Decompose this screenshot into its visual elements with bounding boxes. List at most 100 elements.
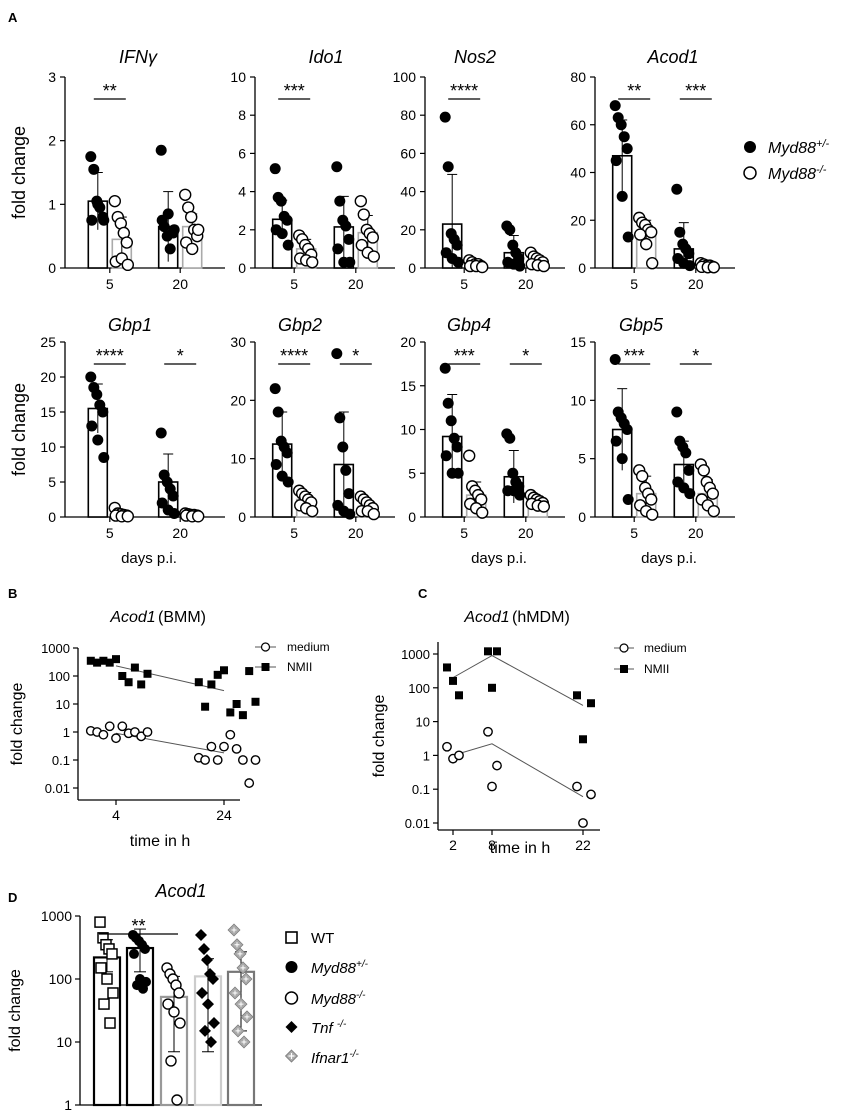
y-tick-label: 15 <box>570 334 586 350</box>
data-point <box>332 243 344 255</box>
significance-label: * <box>522 346 529 366</box>
x-tick-label: 20 <box>518 525 534 541</box>
data-point <box>98 729 109 740</box>
data-point-cross <box>241 1039 247 1045</box>
data-point <box>226 708 235 717</box>
data-point <box>207 973 219 985</box>
data-point <box>94 916 106 928</box>
data-point <box>573 691 581 700</box>
data-point <box>674 226 686 238</box>
data-point <box>616 190 628 202</box>
x-axis-label: time in h <box>130 833 190 850</box>
bar-chart-2: Ido1 0 2 4 6 8 10 5 20 *** <box>230 47 395 292</box>
data-point <box>250 755 261 765</box>
data-point <box>448 432 460 444</box>
y-tick-label: 100 <box>49 971 73 987</box>
data-point <box>251 697 260 706</box>
data-point <box>443 663 451 672</box>
data-point <box>367 507 380 521</box>
x-tick-label: 5 <box>106 276 114 292</box>
data-point <box>331 348 343 360</box>
data-point <box>343 488 355 500</box>
data-point <box>231 743 242 754</box>
data-point <box>184 210 198 224</box>
data-point <box>237 755 248 765</box>
chart-title-suffix: (hMDM) <box>512 609 570 626</box>
data-point <box>92 198 104 210</box>
chart-title: Acod1 <box>109 609 155 626</box>
data-point <box>344 256 356 268</box>
x-tick-label: 20 <box>348 276 364 292</box>
y-tick-label: 100 <box>393 69 417 85</box>
data-point-cross <box>243 976 249 982</box>
data-point-cross <box>238 1001 244 1007</box>
data-point <box>514 489 526 501</box>
data-point <box>130 663 139 672</box>
data-point <box>455 691 463 700</box>
legend-d-label-3: Myd88-/- <box>311 990 366 1008</box>
legend-d-marker-5-cross <box>288 1053 295 1059</box>
data-point <box>622 494 634 505</box>
y-tick-label: 6 <box>238 145 246 161</box>
y-tick-label: 0 <box>408 260 416 276</box>
data-point <box>484 647 492 656</box>
data-point <box>680 447 692 459</box>
data-point <box>165 1055 177 1067</box>
legend-a-label-1: Myd88+/- <box>768 138 830 157</box>
x-tick-label: 20 <box>688 525 704 541</box>
data-point <box>106 948 118 960</box>
data-point <box>162 208 174 220</box>
y-tick-label: 1000 <box>401 647 430 662</box>
chart-title: Gbp1 <box>108 315 152 335</box>
data-point <box>200 755 211 765</box>
significance-label: *** <box>685 81 706 101</box>
y-tick-label: 15 <box>400 378 416 394</box>
data-point <box>93 658 102 667</box>
data-point <box>202 998 214 1011</box>
data-point <box>616 453 628 465</box>
data-point <box>507 467 519 479</box>
y-tick-label: 10 <box>56 1034 72 1050</box>
data-point <box>442 161 454 173</box>
y-axis-label: fold change <box>9 683 26 766</box>
bar-chart-1: IFNγ 0 1 2 3 fold change 5 20 ** <box>9 47 225 292</box>
data-point <box>671 406 683 418</box>
data-point <box>636 469 649 483</box>
legend-d-label-4: Tnf -/- <box>311 1019 347 1037</box>
data-point <box>442 741 452 752</box>
data-point <box>646 508 659 521</box>
data-point <box>98 998 110 1010</box>
data-point <box>140 943 150 954</box>
chart-title: Gbp2 <box>278 315 322 335</box>
data-point-cross <box>244 1014 250 1020</box>
data-point <box>138 983 148 994</box>
x-tick-label: 22 <box>575 837 591 853</box>
y-tick-label: 1 <box>423 748 430 763</box>
data-point <box>86 420 98 432</box>
data-point <box>572 781 582 792</box>
data-point <box>105 658 114 667</box>
legend-c-label-2: NMII <box>644 662 669 676</box>
data-point <box>488 683 496 692</box>
y-tick-label: 30 <box>230 334 246 350</box>
data-point <box>609 100 621 112</box>
data-point <box>244 778 255 788</box>
y-tick-label: 1 <box>48 196 56 212</box>
data-point <box>684 260 696 272</box>
x-tick-label: 24 <box>216 807 232 823</box>
x-tick-label: 4 <box>112 807 120 823</box>
data-point <box>276 228 288 240</box>
y-tick-label: 0.01 <box>405 816 430 831</box>
data-point <box>483 726 493 737</box>
panel-label-a: A <box>8 10 18 25</box>
data-point <box>245 667 254 676</box>
data-point <box>168 224 180 236</box>
chart-title: Ido1 <box>308 47 343 67</box>
data-point <box>207 680 216 689</box>
data-point <box>492 760 502 771</box>
y-tick-label: 4 <box>238 184 246 200</box>
legend-b-marker-2 <box>261 663 270 671</box>
data-point <box>442 397 454 409</box>
y-tick-label: 100 <box>408 681 430 696</box>
